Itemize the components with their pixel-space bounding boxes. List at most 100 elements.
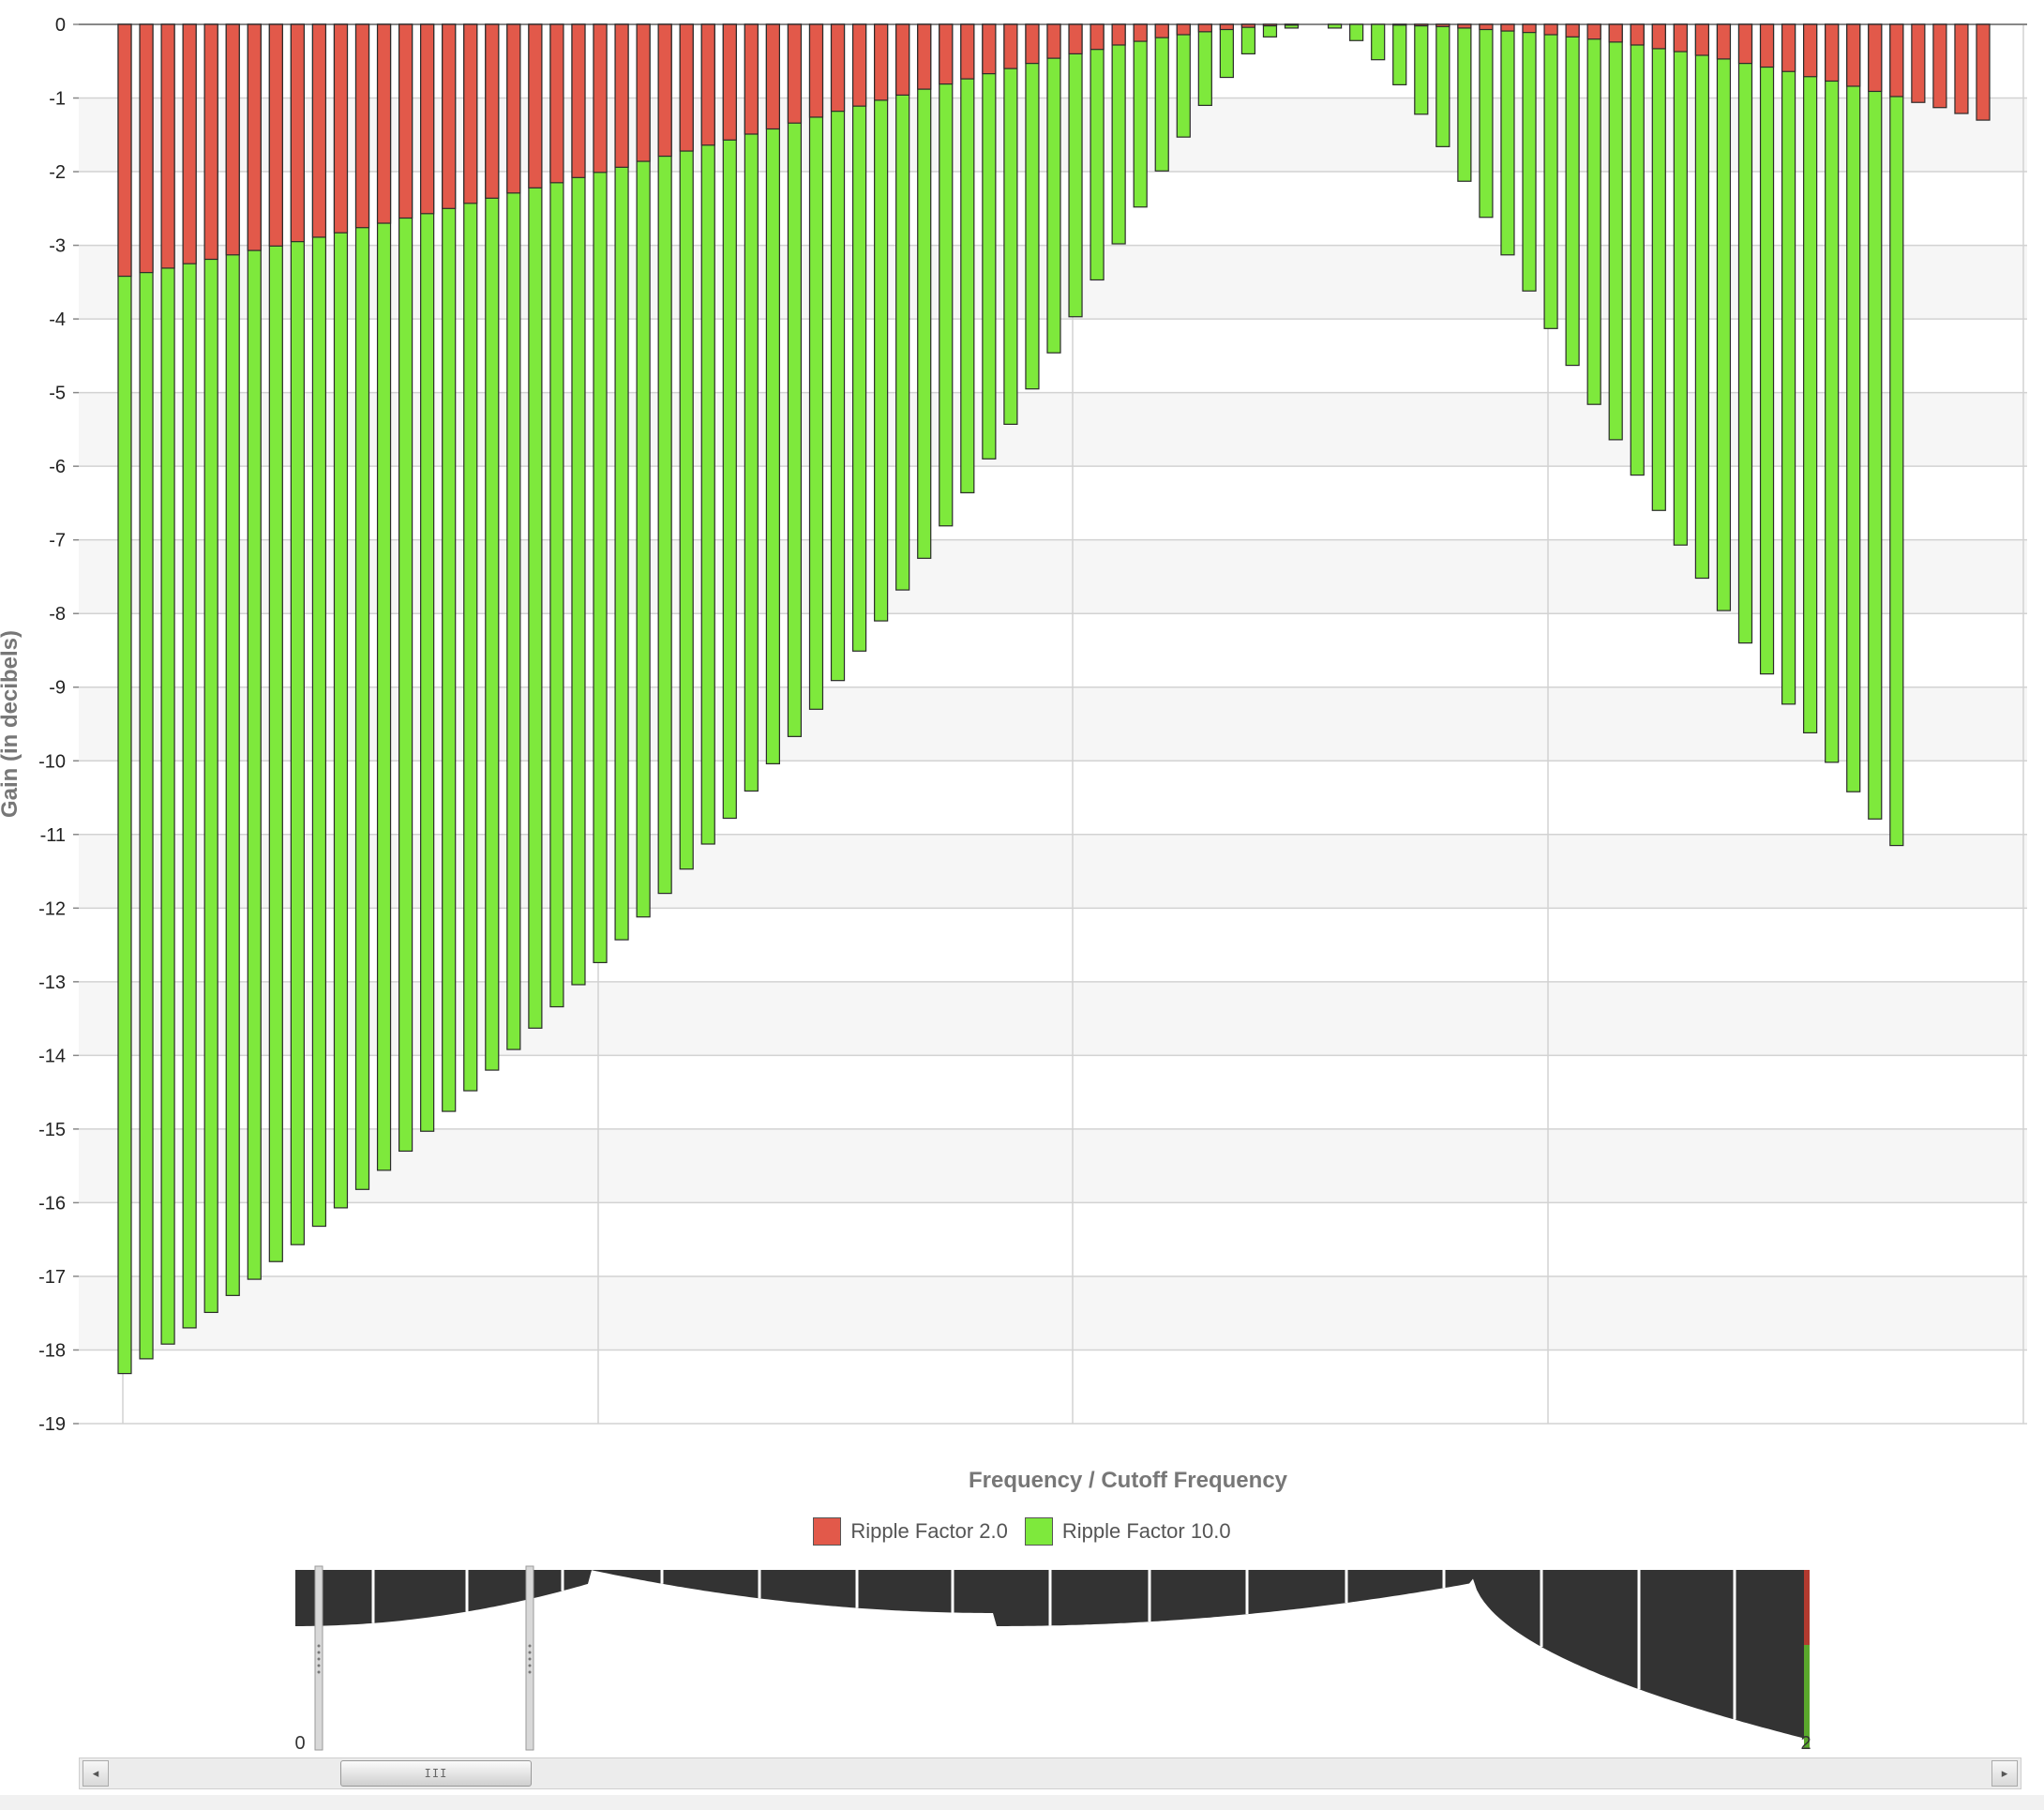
bar-ripple-10-31 xyxy=(787,23,803,737)
bar-ripple-2-61 xyxy=(1435,23,1450,27)
bar-ripple-2-47 xyxy=(1133,23,1148,42)
grid-band xyxy=(79,392,2027,467)
y-tick-label: -7 xyxy=(49,531,66,551)
y-tick-label: -2 xyxy=(49,162,66,183)
bar-ripple-2-65 xyxy=(1522,23,1537,34)
bar-ripple-10-63 xyxy=(1479,23,1494,219)
bar-ripple-10-60 xyxy=(1414,23,1429,115)
bar-ripple-2-53 xyxy=(1262,23,1278,27)
handle-grip-dot xyxy=(528,1651,532,1654)
bar-ripple-2-34 xyxy=(851,23,867,107)
x-axis-title: Frequency / Cutoff Frequency xyxy=(969,1468,1288,1493)
bar-ripple-10-29 xyxy=(744,23,759,792)
bar-ripple-10-80 xyxy=(1846,23,1861,792)
y-tick-label: -8 xyxy=(49,604,66,625)
scroll-left-arrow-icon[interactable]: ◂ xyxy=(83,1760,109,1787)
y-tick-label: -1 xyxy=(49,89,66,110)
bar-ripple-2-41 xyxy=(1003,23,1018,69)
navigator-end-red xyxy=(1804,1570,1810,1645)
bar-ripple-10-69 xyxy=(1608,23,1623,441)
y-tick-label: -13 xyxy=(38,973,66,993)
bar-ripple-10-75 xyxy=(1737,23,1753,644)
scroll-right-arrow-icon[interactable]: ▸ xyxy=(1991,1760,2018,1787)
bar-ripple-10-48 xyxy=(1154,23,1169,172)
bar-ripple-2-39 xyxy=(960,23,975,80)
y-tick-label: -19 xyxy=(38,1414,66,1435)
bar-ripple-2-80 xyxy=(1846,23,1861,87)
bar-ripple-2-81 xyxy=(1868,23,1883,93)
y-tick-label: -14 xyxy=(38,1046,66,1066)
y-tick-label: -4 xyxy=(49,309,66,330)
bar-ripple-10-42 xyxy=(1025,23,1040,390)
bar-ripple-10-33 xyxy=(830,23,846,682)
bar-ripple-2-15 xyxy=(442,23,457,209)
y-tick-label: 0 xyxy=(55,15,66,36)
bar-ripple-2-4 xyxy=(203,23,218,261)
bar-ripple-2-26 xyxy=(679,23,694,152)
bar-ripple-2-2 xyxy=(160,23,175,269)
bar-ripple-2-76 xyxy=(1759,23,1775,68)
bar-ripple-2-71 xyxy=(1651,23,1666,50)
bar-ripple-2-30 xyxy=(765,23,780,130)
bar-ripple-2-79 xyxy=(1825,23,1840,83)
bar-ripple-10-61 xyxy=(1435,23,1450,147)
bar-ripple-2-83 xyxy=(1911,23,1926,103)
bar-ripple-2-29 xyxy=(744,23,759,135)
grid-band xyxy=(79,1275,2027,1350)
bar-ripple-10-41 xyxy=(1003,23,1018,425)
bar-ripple-2-31 xyxy=(787,23,803,124)
legend-item-series-1[interactable]: Ripple Factor 2.0 xyxy=(813,1517,1008,1546)
bar-ripple-2-85 xyxy=(1954,23,1969,114)
bar-ripple-2-13 xyxy=(398,23,413,219)
bar-ripple-2-18 xyxy=(506,23,521,194)
bar-ripple-2-6 xyxy=(247,23,262,251)
bar-ripple-2-50 xyxy=(1197,23,1212,33)
bar-ripple-2-59 xyxy=(1392,23,1407,26)
y-tick-label: -9 xyxy=(49,678,66,699)
bar-ripple-2-8 xyxy=(290,23,305,243)
horizontal-scrollbar[interactable]: ◂ III ▸ xyxy=(79,1757,2021,1789)
bar-ripple-2-1 xyxy=(139,23,154,274)
navigator-end-green xyxy=(1804,1645,1810,1748)
legend-label-series-1: Ripple Factor 2.0 xyxy=(850,1519,1008,1543)
legend-item-series-2[interactable]: Ripple Factor 10.0 xyxy=(1024,1517,1231,1546)
bar-ripple-10-65 xyxy=(1522,23,1537,292)
bar-ripple-2-33 xyxy=(830,23,846,113)
bar-ripple-10-47 xyxy=(1133,23,1148,208)
bar-ripple-10-39 xyxy=(960,23,975,494)
bar-ripple-10-40 xyxy=(982,23,997,460)
scroll-thumb[interactable]: III xyxy=(340,1760,532,1787)
y-tick-label: -6 xyxy=(49,457,66,477)
bar-ripple-2-38 xyxy=(939,23,954,85)
bar-ripple-2-49 xyxy=(1176,23,1191,36)
bar-ripple-2-75 xyxy=(1737,23,1753,65)
bar-ripple-10-50 xyxy=(1197,23,1212,106)
bar-ripple-2-5 xyxy=(225,23,240,256)
grid-band xyxy=(79,981,2027,1056)
y-tick-label: -10 xyxy=(38,751,66,772)
bar-ripple-10-56 xyxy=(1328,23,1343,29)
y-tick-label: -18 xyxy=(38,1340,66,1361)
bar-ripple-2-67 xyxy=(1565,23,1580,38)
bar-ripple-2-36 xyxy=(895,23,910,96)
bar-ripple-2-20 xyxy=(549,23,564,184)
handle-grip-dot xyxy=(528,1657,532,1661)
y-tick-label: -17 xyxy=(38,1267,66,1288)
bar-ripple-10-37 xyxy=(917,23,932,559)
bar-ripple-10-49 xyxy=(1176,23,1191,138)
bar-ripple-2-82 xyxy=(1889,23,1904,98)
bar-ripple-2-63 xyxy=(1479,23,1494,31)
bar-ripple-2-35 xyxy=(874,23,889,101)
bar-ripple-2-68 xyxy=(1586,23,1601,40)
bar-ripple-2-62 xyxy=(1457,23,1472,29)
bar-ripple-2-25 xyxy=(657,23,672,158)
navigator-start-label: 0 xyxy=(294,1733,305,1754)
bar-ripple-2-28 xyxy=(722,23,737,141)
handle-grip-dot xyxy=(317,1644,321,1648)
legend-swatch-green xyxy=(1024,1517,1053,1546)
bar-ripple-2-19 xyxy=(528,23,543,189)
y-tick-label: -12 xyxy=(38,898,66,919)
bar-ripple-10-78 xyxy=(1803,23,1818,734)
bar-ripple-2-54 xyxy=(1284,23,1300,26)
